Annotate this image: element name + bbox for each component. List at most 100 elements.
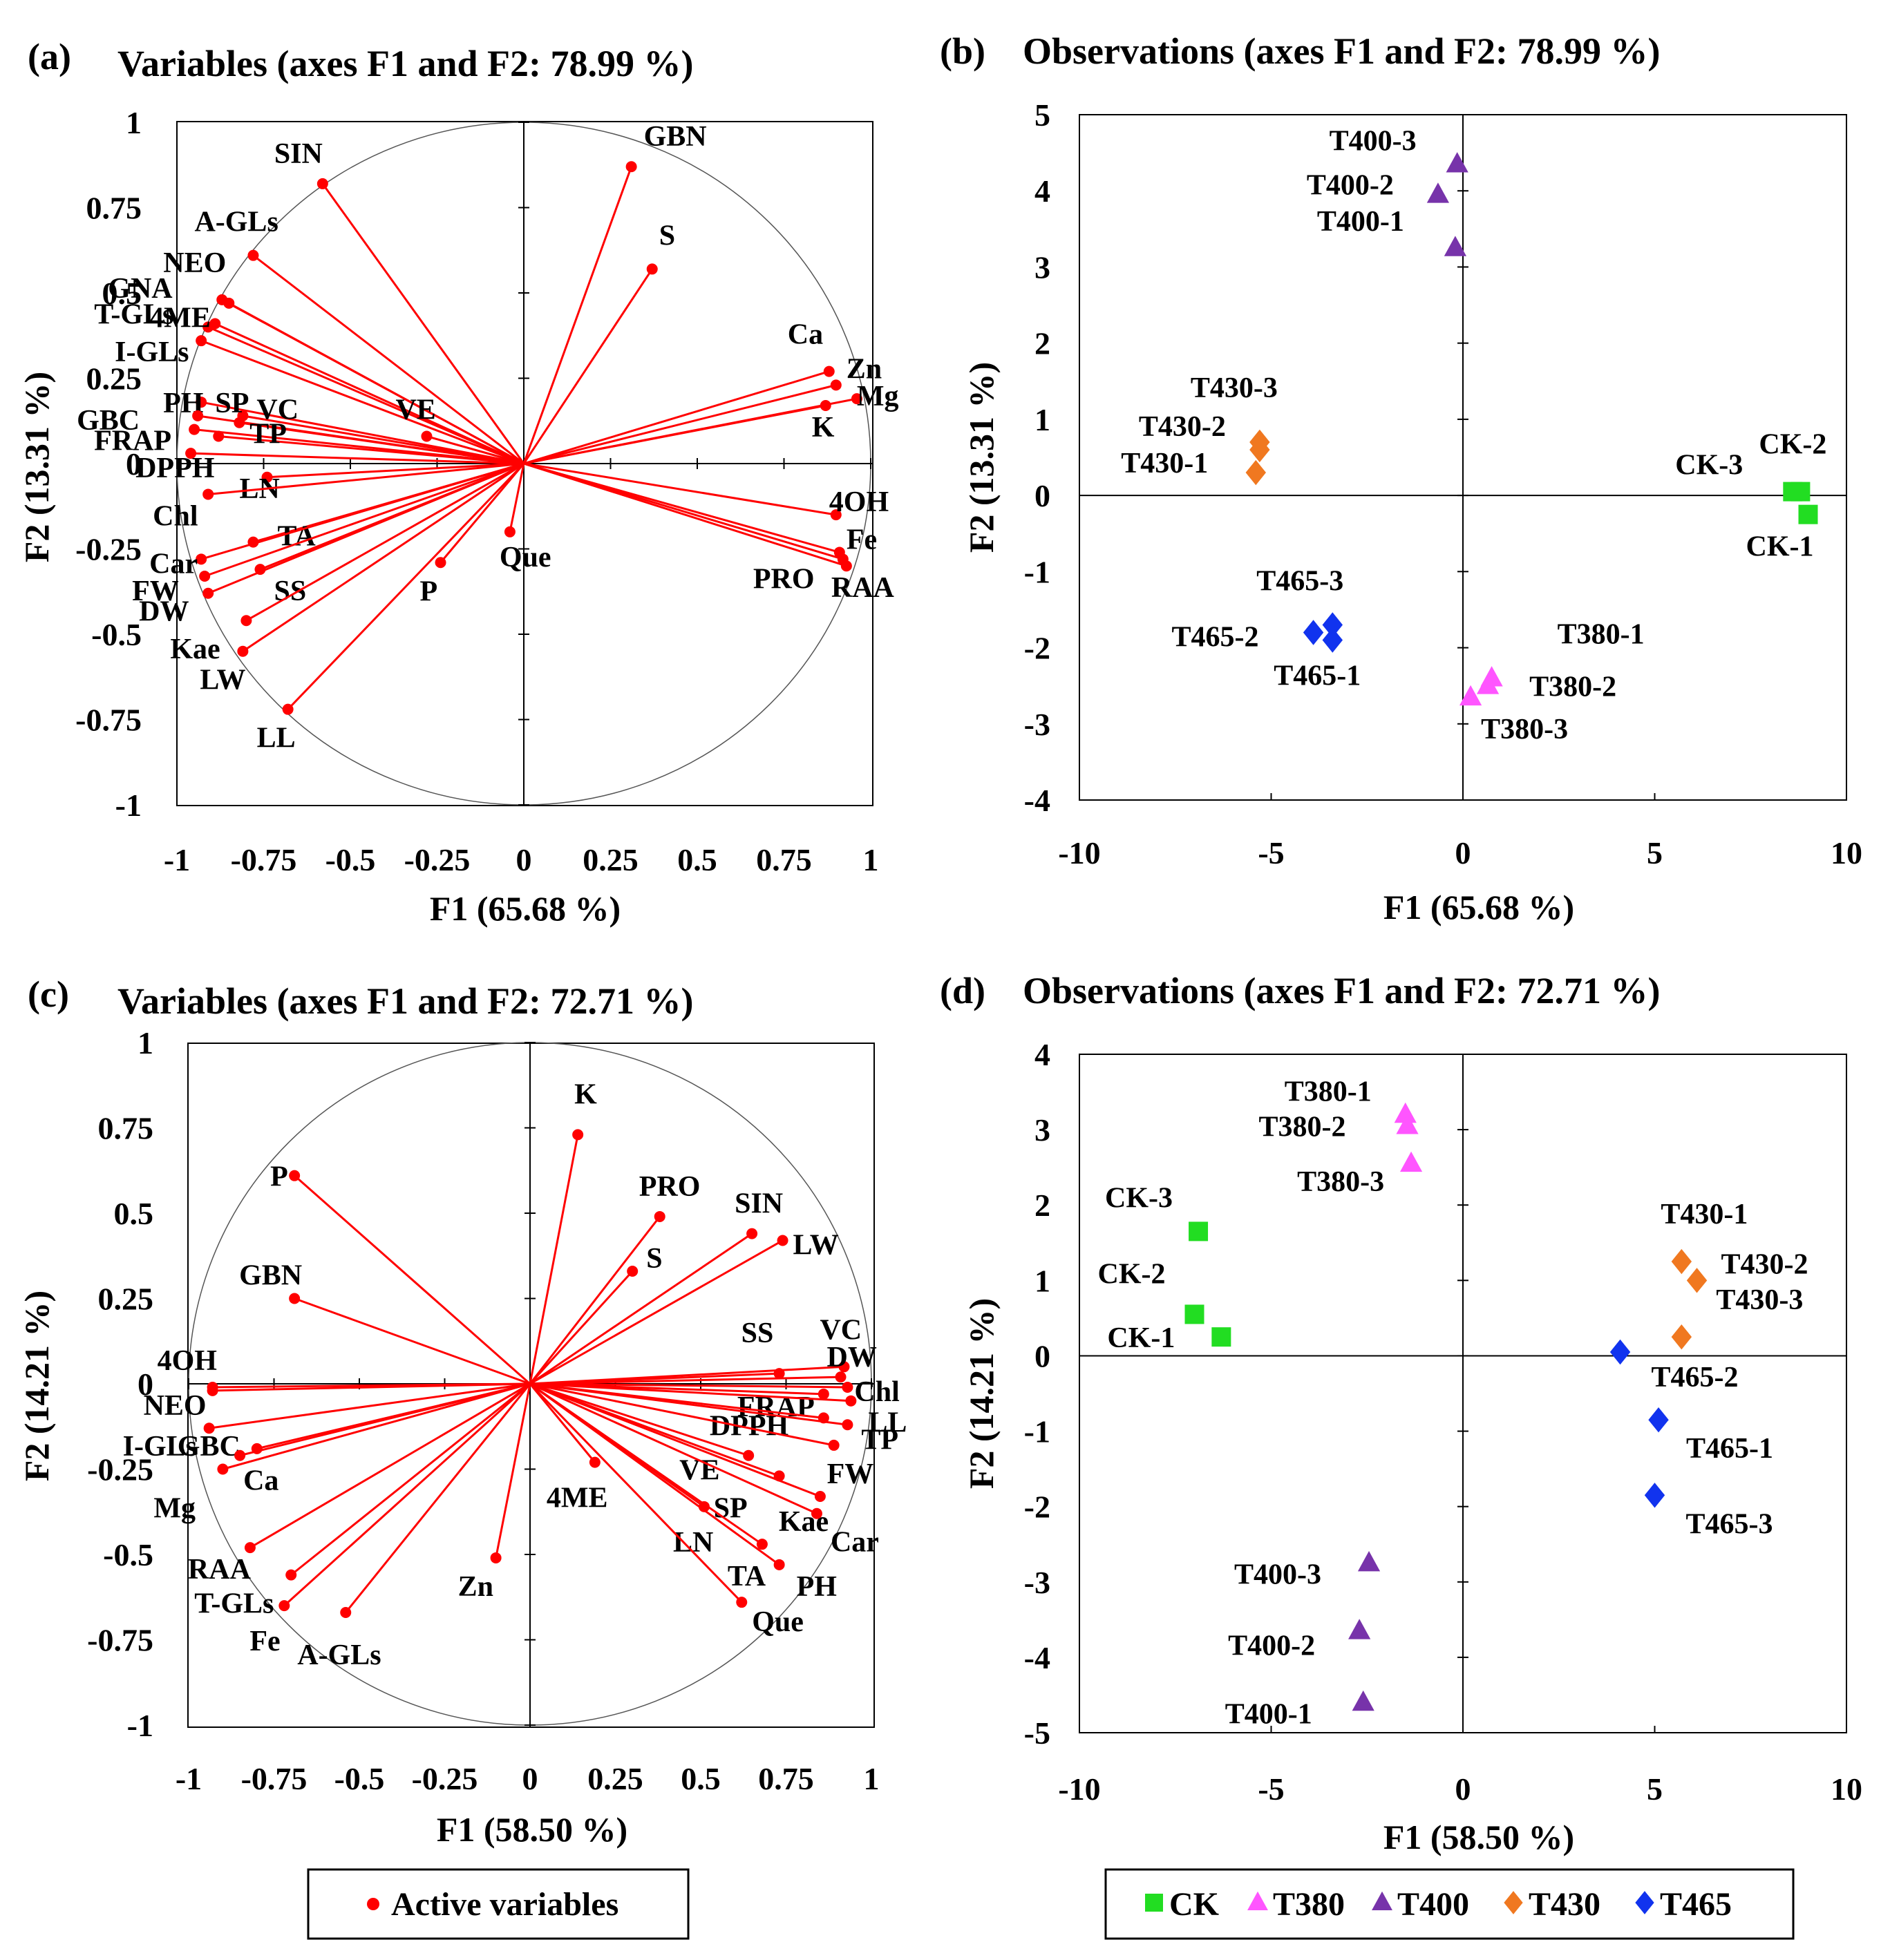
panel-b-observations: (b) Observations (axes F1 and F2: 78.99 %… — [940, 30, 1862, 926]
panel-c-ytick-label: -1 — [127, 1708, 153, 1743]
label-gbc: GBC — [178, 1431, 240, 1463]
obs-t380-2-label: T380-2 — [1529, 672, 1616, 703]
obs-ck-1-marker — [1211, 1327, 1231, 1347]
point-ve — [421, 430, 433, 442]
panel-a-ylabel: F2 (13.31 %) — [17, 372, 56, 562]
label-mg: Mg — [153, 1493, 196, 1525]
panel-a-title: Variables (axes F1 and F2: 78.99 %) — [117, 43, 694, 84]
panel-d-xlabel: F1 (58.50 %) — [1383, 1818, 1574, 1856]
obs-t380-3-label: T380-3 — [1481, 714, 1568, 745]
panel-a-xlabel: F1 (65.68 %) — [430, 889, 621, 928]
panel-c-ytick-label: 0.5 — [114, 1196, 154, 1231]
point-ph — [773, 1559, 785, 1570]
point-ve — [743, 1449, 755, 1461]
vector-zn — [495, 1383, 531, 1559]
label-fe: Fe — [847, 524, 877, 555]
vector-p — [294, 1174, 531, 1385]
panel-a-xtick-label: 0.25 — [583, 842, 639, 877]
vector-dw — [207, 462, 525, 595]
obs-t430-3-marker — [1671, 1324, 1692, 1350]
panel-d-ytick-label: -2 — [1024, 1490, 1050, 1525]
vector-p — [440, 463, 525, 564]
point-sin — [316, 178, 328, 189]
obs-t380-2-marker — [1396, 1114, 1419, 1134]
obs-t465-2-marker — [1609, 1339, 1631, 1365]
panel-a-label: (a) — [28, 36, 71, 77]
vector-4oh — [523, 462, 837, 516]
label-ln: LN — [673, 1527, 713, 1559]
panel-b-xlabel: F1 (65.68 %) — [1383, 888, 1574, 926]
obs-t400-3-label: T400-3 — [1330, 126, 1417, 158]
panel-d-xtick-label: 5 — [1647, 1771, 1663, 1807]
panel-d-ytick-label: 4 — [1034, 1037, 1050, 1072]
point-lw — [237, 645, 249, 657]
label-4oh: 4OH — [158, 1345, 217, 1377]
panel-c-ytick-label: 0 — [138, 1367, 153, 1402]
label-raa: RAA — [188, 1554, 252, 1586]
panel-d-title: Observations (axes F1 and F2: 72.71 %) — [1023, 970, 1660, 1011]
panel-c-xtick-label: 0.25 — [587, 1761, 643, 1796]
vector-ph — [529, 1382, 780, 1566]
legend-t380-marker — [1247, 1891, 1268, 1911]
obs-t380-2-label: T380-2 — [1259, 1112, 1346, 1143]
vector-mg — [222, 1382, 531, 1470]
label-gbn: GBN — [239, 1260, 302, 1292]
vector-sp — [243, 415, 525, 465]
label-lw: LW — [793, 1230, 839, 1262]
panel-d-xtick-label: 0 — [1455, 1771, 1471, 1807]
point-dw — [202, 587, 214, 599]
panel-c-xtick-label: -0.5 — [334, 1761, 385, 1796]
panel-a-xtick-label: 0 — [516, 842, 532, 877]
label-pro: PRO — [639, 1171, 701, 1203]
point-que — [504, 526, 516, 537]
panel-a-ytick-label: 0 — [126, 446, 142, 482]
panel-c-xlabel: F1 (58.50 %) — [437, 1810, 627, 1849]
obs-t465-3-marker — [1322, 612, 1343, 638]
obs-t430-3-marker — [1249, 429, 1270, 455]
label-p: P — [270, 1161, 288, 1193]
panel-d-xtick-label: -5 — [1258, 1771, 1284, 1807]
point-a-gls — [247, 249, 259, 261]
panel-d-label: (d) — [940, 970, 985, 1011]
point-pro — [654, 1210, 665, 1222]
panel-b-ytick-label: -1 — [1024, 554, 1050, 589]
label-chl: Chl — [854, 1376, 899, 1408]
panel-b-xtick-label: -5 — [1258, 835, 1284, 870]
label-kae: Kae — [170, 634, 220, 665]
vector-sin — [321, 183, 525, 464]
vector-vc — [529, 1365, 844, 1385]
point-zn — [830, 379, 842, 391]
vector-s — [529, 1270, 634, 1385]
point-neo — [207, 1385, 218, 1396]
panel-a-xtick-label: -1 — [164, 842, 190, 877]
point-fw — [828, 1439, 840, 1451]
vector-raa — [523, 462, 847, 567]
vector-ll — [287, 462, 525, 710]
vector-pro — [529, 1216, 661, 1385]
label-lw: LW — [200, 665, 245, 696]
point-que — [736, 1597, 748, 1608]
label-ph: PH — [797, 1571, 837, 1603]
panel-b-ytick-label: 3 — [1034, 249, 1050, 285]
point-ll — [845, 1395, 857, 1407]
label-neo: NEO — [144, 1390, 207, 1422]
obs-t430-1-marker — [1671, 1248, 1692, 1275]
panel-c-ytick-label: 0.75 — [98, 1111, 154, 1146]
label-fe: Fe — [249, 1626, 280, 1657]
vector-a-gls — [252, 254, 525, 465]
point-a-gls — [340, 1606, 352, 1618]
point-raa — [244, 1542, 256, 1554]
panel-a-ytick-label: -0.25 — [75, 532, 142, 567]
label-gbc: GBC — [77, 405, 140, 437]
obs-ck-3-marker — [1189, 1221, 1209, 1241]
panel-c-ytick-label: -0.75 — [87, 1623, 153, 1658]
panel-c-ylabel: F2 (14.21 %) — [17, 1291, 56, 1481]
obs-t400-1-label: T400-1 — [1317, 206, 1404, 238]
label-gbn: GBN — [644, 121, 707, 153]
panel-b-xtick-label: 5 — [1647, 835, 1663, 870]
point-kae — [814, 1491, 826, 1503]
label-dw: DW — [827, 1342, 877, 1373]
vector-fe — [283, 1382, 531, 1607]
label-frap: FRAP — [94, 426, 171, 457]
vector-dw — [529, 1376, 841, 1385]
